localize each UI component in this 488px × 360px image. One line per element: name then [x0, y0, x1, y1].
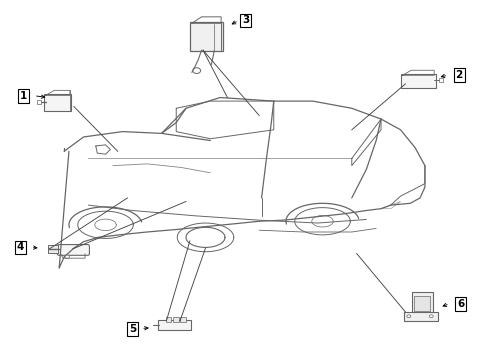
Text: 1: 1	[20, 91, 27, 101]
FancyBboxPatch shape	[411, 292, 432, 315]
Text: 2: 2	[454, 70, 462, 80]
FancyBboxPatch shape	[190, 22, 222, 51]
FancyBboxPatch shape	[400, 74, 435, 88]
Text: 6: 6	[456, 299, 463, 309]
FancyBboxPatch shape	[158, 320, 190, 330]
FancyBboxPatch shape	[413, 296, 429, 311]
FancyBboxPatch shape	[57, 244, 89, 255]
Circle shape	[192, 68, 200, 73]
Text: 4: 4	[17, 242, 24, 252]
FancyBboxPatch shape	[48, 244, 58, 253]
Text: 5: 5	[128, 324, 136, 334]
Circle shape	[64, 255, 69, 258]
FancyBboxPatch shape	[44, 94, 71, 111]
Text: 3: 3	[242, 15, 248, 26]
FancyBboxPatch shape	[165, 318, 171, 321]
FancyBboxPatch shape	[172, 318, 178, 321]
FancyBboxPatch shape	[180, 318, 185, 321]
FancyBboxPatch shape	[404, 312, 437, 320]
Circle shape	[406, 315, 410, 318]
Circle shape	[428, 315, 432, 318]
